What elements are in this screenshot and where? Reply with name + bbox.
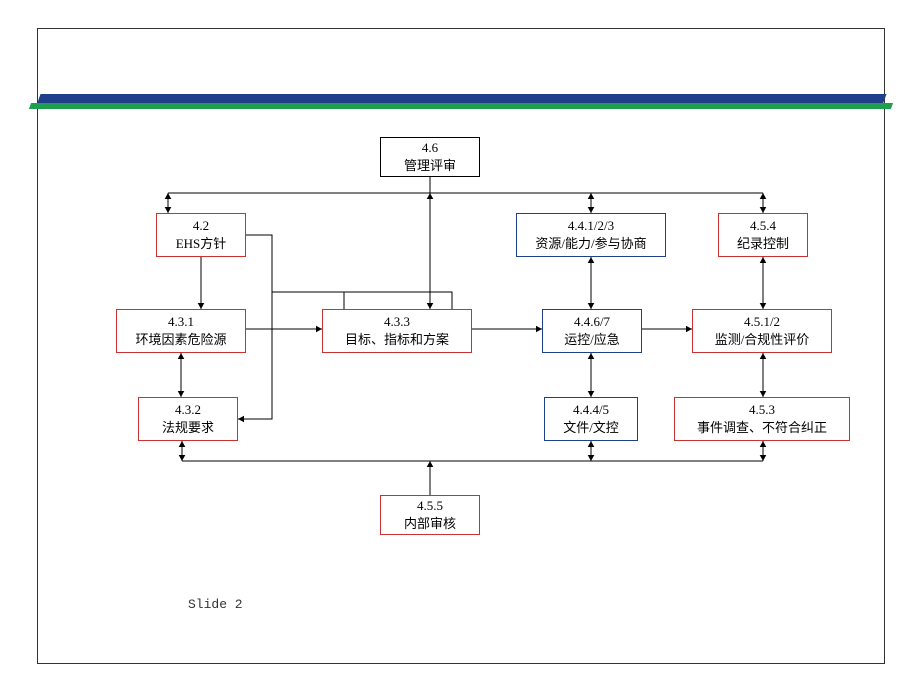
node-label: 监测/合规性评价 [715, 331, 810, 349]
node-code: 4.4.6/7 [574, 313, 610, 331]
node-code: 4.5.4 [750, 217, 776, 235]
node-code: 4.4.4/5 [573, 401, 609, 419]
flowchart-node-n4445: 4.4.4/5文件/文控 [544, 397, 638, 441]
node-code: 4.4.1/2/3 [568, 217, 614, 235]
node-label: EHS方针 [176, 235, 227, 253]
flowchart-node-n433: 4.3.3目标、指标和方案 [322, 309, 472, 353]
node-label: 文件/文控 [563, 419, 619, 437]
node-label: 目标、指标和方案 [345, 331, 449, 349]
node-label: 内部审核 [404, 515, 456, 533]
flowchart-node-n454: 4.5.4纪录控制 [718, 213, 808, 257]
node-code: 4.6 [422, 139, 438, 157]
flowchart-node-n4467: 4.4.6/7运控/应急 [542, 309, 642, 353]
node-code: 4.3.2 [175, 401, 201, 419]
header-bar-green [29, 103, 893, 109]
slide-number-label: Slide 2 [188, 597, 243, 612]
node-label: 管理评审 [404, 157, 456, 175]
flowchart-node-n42: 4.2EHS方针 [156, 213, 246, 257]
flowchart-node-n4512: 4.5.1/2监测/合规性评价 [692, 309, 832, 353]
node-label: 运控/应急 [564, 331, 620, 349]
node-label: 纪录控制 [737, 235, 789, 253]
flowchart-node-n432: 4.3.2法规要求 [138, 397, 238, 441]
node-label: 法规要求 [162, 419, 214, 437]
node-label: 环境因素危险源 [135, 331, 226, 349]
slide-number-text: Slide 2 [188, 597, 243, 612]
node-label: 资源/能力/参与协商 [535, 235, 646, 253]
node-code: 4.5.1/2 [744, 313, 780, 331]
flowchart-node-n46: 4.6管理评审 [380, 137, 480, 177]
node-code: 4.5.3 [749, 401, 775, 419]
node-label: 事件调查、不符合纠正 [697, 419, 827, 437]
slide-frame: 4.6管理评审 4.2EHS方针 4.4.1/2/3资源/能力/参与协商 4.5.4纪… [37, 28, 885, 664]
node-code: 4.2 [193, 217, 209, 235]
flowchart-node-n431: 4.3.1环境因素危险源 [116, 309, 246, 353]
node-code: 4.3.1 [168, 313, 194, 331]
flowchart-node-n44123: 4.4.1/2/3资源/能力/参与协商 [516, 213, 666, 257]
flowchart-node-n455: 4.5.5内部审核 [380, 495, 480, 535]
node-code: 4.3.3 [384, 313, 410, 331]
flowchart-node-n453: 4.5.3事件调查、不符合纠正 [674, 397, 850, 441]
node-code: 4.5.5 [417, 497, 443, 515]
